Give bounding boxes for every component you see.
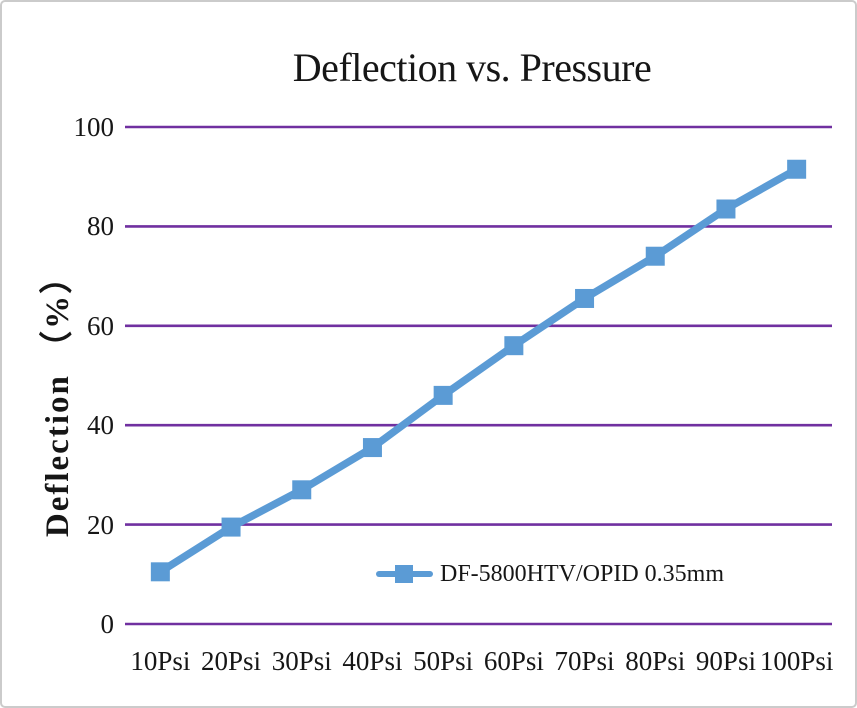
- legend-marker-icon: [376, 562, 433, 586]
- x-tick-label: 70Psi: [554, 646, 615, 676]
- legend-square-swatch: [395, 565, 413, 583]
- x-tick-label: 10Psi: [130, 646, 191, 676]
- data-point-marker: [292, 480, 312, 500]
- data-point-marker: [645, 246, 665, 266]
- y-tick-label: 20: [87, 509, 114, 540]
- legend-label: DF-5800HTV/OPID 0.35mm: [440, 560, 725, 587]
- x-tick-label: 50Psi: [413, 646, 474, 676]
- y-tick-label: 80: [87, 211, 114, 242]
- series-line: [156, 165, 801, 576]
- data-point-marker: [716, 199, 736, 219]
- x-tick-label: 30Psi: [271, 646, 332, 676]
- y-tick-label: 60: [87, 310, 114, 341]
- data-point-marker: [150, 562, 170, 582]
- y-tick-label: 100: [73, 112, 115, 142]
- x-tick-label: 100Psi: [759, 646, 834, 676]
- data-point-marker: [575, 288, 595, 308]
- x-tick-label: 80Psi: [625, 646, 686, 676]
- x-tick-label: 40Psi: [342, 646, 403, 676]
- x-tick-label: 90Psi: [695, 646, 756, 676]
- data-point-marker: [433, 385, 453, 405]
- data-point-marker: [787, 159, 807, 179]
- data-point-marker: [504, 336, 524, 356]
- x-tick-label: 60Psi: [483, 646, 544, 676]
- y-tick-label: 0: [100, 609, 115, 639]
- x-tick-label: 20Psi: [201, 646, 262, 676]
- y-tick-label: 40: [87, 410, 114, 441]
- chart-title: Deflection vs. Pressure: [292, 45, 652, 90]
- data-point-marker: [221, 517, 241, 537]
- data-point-marker: [362, 438, 382, 458]
- legend: DF-5800HTV/OPID 0.35mm: [376, 559, 724, 589]
